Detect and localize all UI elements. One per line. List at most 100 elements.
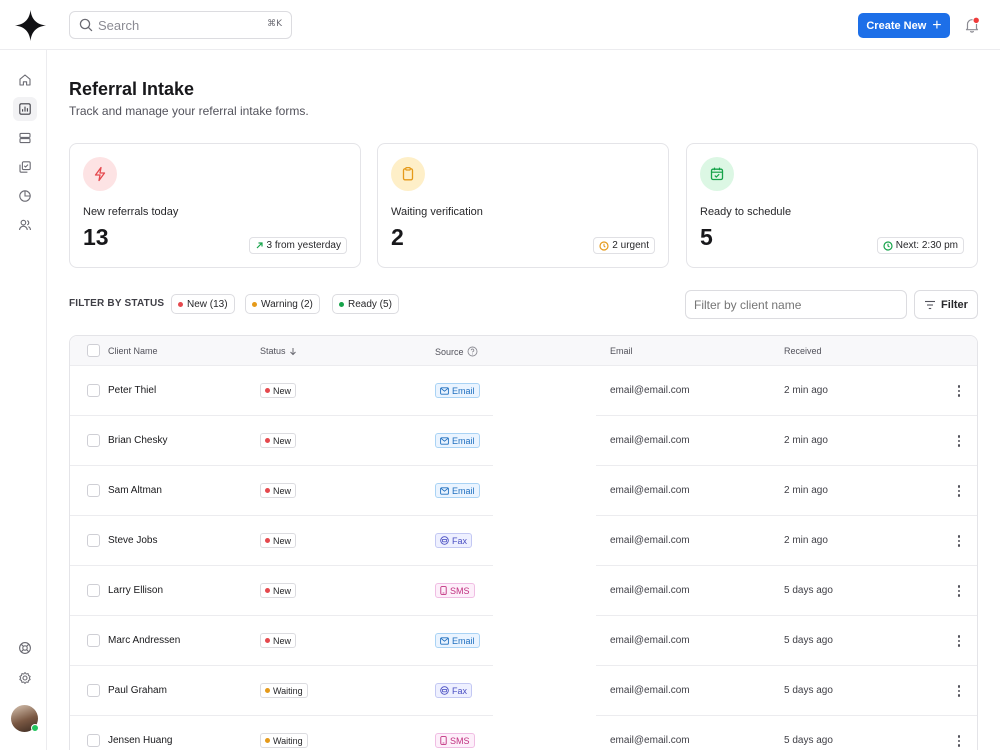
row-more-icon[interactable]	[956, 383, 962, 399]
sidebar-item-servers[interactable]	[13, 126, 37, 150]
logo-icon[interactable]	[15, 10, 46, 41]
row-more-icon[interactable]	[956, 533, 962, 549]
column-source[interactable]: Source	[435, 346, 478, 357]
filter-chip-warning[interactable]: Warning (2)	[245, 294, 320, 314]
client-name-filter-input[interactable]	[685, 290, 907, 319]
filter-button-label: Filter	[941, 298, 968, 311]
row-divider-gap	[493, 465, 596, 467]
client-email: email@email.com	[610, 735, 690, 746]
status-text: Waiting	[273, 685, 303, 696]
row-checkbox[interactable]	[87, 584, 100, 597]
column-label: Email	[610, 346, 633, 356]
table-row[interactable]: Larry Ellison New SMS email@email.com 5 days…	[70, 566, 977, 617]
phone-icon	[440, 736, 447, 745]
search-box[interactable]: Search ⌘K	[69, 11, 292, 39]
status-dot	[265, 738, 270, 743]
stat-label: Ready to schedule	[700, 206, 792, 218]
arrow-up-right-icon	[256, 242, 263, 249]
source-text: Email	[452, 435, 475, 446]
row-divider-gap	[493, 415, 596, 417]
stat-value: 2	[391, 224, 404, 250]
stat-value: 5	[700, 224, 713, 250]
status-text: New	[273, 535, 292, 546]
sidebar-item-settings[interactable]	[13, 666, 37, 690]
column-label: Status	[260, 346, 286, 356]
mail-icon	[440, 486, 449, 495]
stat-badge: Next: 2:30 pm	[876, 237, 964, 254]
table-row[interactable]: Sam Altman New Email email@email.com 2 min a…	[70, 466, 977, 517]
source-badge: Email	[435, 483, 480, 498]
client-email: email@email.com	[610, 535, 690, 546]
source-badge: Email	[435, 633, 480, 648]
sidebar	[0, 50, 47, 750]
sidebar-item-analytics[interactable]	[13, 184, 37, 208]
sidebar-item-home[interactable]	[13, 68, 37, 92]
row-checkbox[interactable]	[87, 484, 100, 497]
received-time: 2 min ago	[784, 435, 828, 446]
filter-button[interactable]: Filter	[914, 290, 978, 319]
stat-badge-text: Next: 2:30 pm	[895, 240, 958, 251]
table-row[interactable]: Marc Andressen New Email email@email.com 5 d…	[70, 616, 977, 667]
row-more-icon[interactable]	[956, 583, 962, 599]
table-row[interactable]: Paul Graham Waiting Fax email@email.com 5 da…	[70, 666, 977, 717]
row-more-icon[interactable]	[956, 733, 962, 749]
row-more-icon[interactable]	[956, 483, 962, 499]
row-checkbox[interactable]	[87, 734, 100, 747]
referrals-table: Client Name Status Source Email Received…	[69, 335, 978, 750]
help-icon	[19, 642, 31, 654]
client-name: Peter Thiel	[108, 385, 157, 396]
status-badge: Waiting	[260, 683, 308, 698]
row-divider-gap	[493, 515, 596, 517]
row-more-icon[interactable]	[956, 433, 962, 449]
help-circle-icon[interactable]	[467, 346, 478, 357]
table-row[interactable]: Jensen Huang Waiting SMS email@email.com 5 d…	[70, 716, 977, 750]
table-row[interactable]: Steve Jobs New Fax email@email.com 2 min ago	[70, 516, 977, 567]
clipboard-icon	[402, 167, 414, 181]
status-text: Waiting	[273, 735, 303, 746]
sidebar-item-users[interactable]	[13, 213, 37, 237]
source-text: Email	[452, 635, 475, 646]
stat-card-ready-to-schedule[interactable]: Ready to schedule 5 Next: 2:30 pm	[686, 143, 978, 268]
row-more-icon[interactable]	[956, 683, 962, 699]
row-checkbox[interactable]	[87, 684, 100, 697]
stat-badge: 3 from yesterday	[248, 237, 347, 254]
row-checkbox[interactable]	[87, 534, 100, 547]
row-checkbox[interactable]	[87, 434, 100, 447]
column-received[interactable]: Received	[784, 346, 822, 356]
table-row[interactable]: Peter Thiel New Email email@email.com 2 min …	[70, 366, 977, 417]
status-dot	[265, 438, 270, 443]
online-status-dot	[31, 724, 39, 732]
row-divider-gap	[493, 665, 596, 667]
filter-chip-ready[interactable]: Ready (5)	[332, 294, 399, 314]
table-row[interactable]: Brian Chesky New Email email@email.com 2 min…	[70, 416, 977, 467]
row-checkbox[interactable]	[87, 634, 100, 647]
source-text: SMS	[450, 585, 470, 596]
client-email: email@email.com	[610, 485, 690, 496]
column-status[interactable]: Status	[260, 346, 297, 356]
column-client-name[interactable]: Client Name	[108, 346, 158, 356]
sidebar-item-tasks[interactable]	[13, 155, 37, 179]
mail-icon	[440, 386, 449, 395]
client-name: Brian Chesky	[108, 435, 168, 446]
filter-chip-new[interactable]: New (13)	[171, 294, 235, 314]
lightning-icon	[94, 166, 106, 182]
row-more-icon[interactable]	[956, 633, 962, 649]
column-email[interactable]: Email	[610, 346, 633, 356]
stat-card-waiting-verification[interactable]: Waiting verification 2 2 urgent	[377, 143, 669, 268]
page-title: Referral Intake	[69, 79, 195, 99]
sidebar-item-help[interactable]	[13, 636, 37, 660]
column-label: Source	[435, 346, 464, 357]
search-shortcut: ⌘K	[267, 19, 282, 29]
select-all-checkbox[interactable]	[87, 344, 100, 357]
source-badge: Email	[435, 383, 480, 398]
status-dot	[265, 588, 270, 593]
fax-icon	[440, 536, 449, 545]
row-checkbox[interactable]	[87, 384, 100, 397]
create-new-button[interactable]: Create New +	[858, 13, 950, 38]
source-badge: Fax	[435, 533, 473, 548]
sidebar-item-reports[interactable]	[13, 97, 37, 121]
status-badge: New	[260, 483, 297, 498]
bell-icon[interactable]	[963, 16, 981, 34]
stat-card-new-referrals[interactable]: New referrals today 13 3 from yesterday	[69, 143, 361, 268]
status-badge: New	[260, 383, 297, 398]
